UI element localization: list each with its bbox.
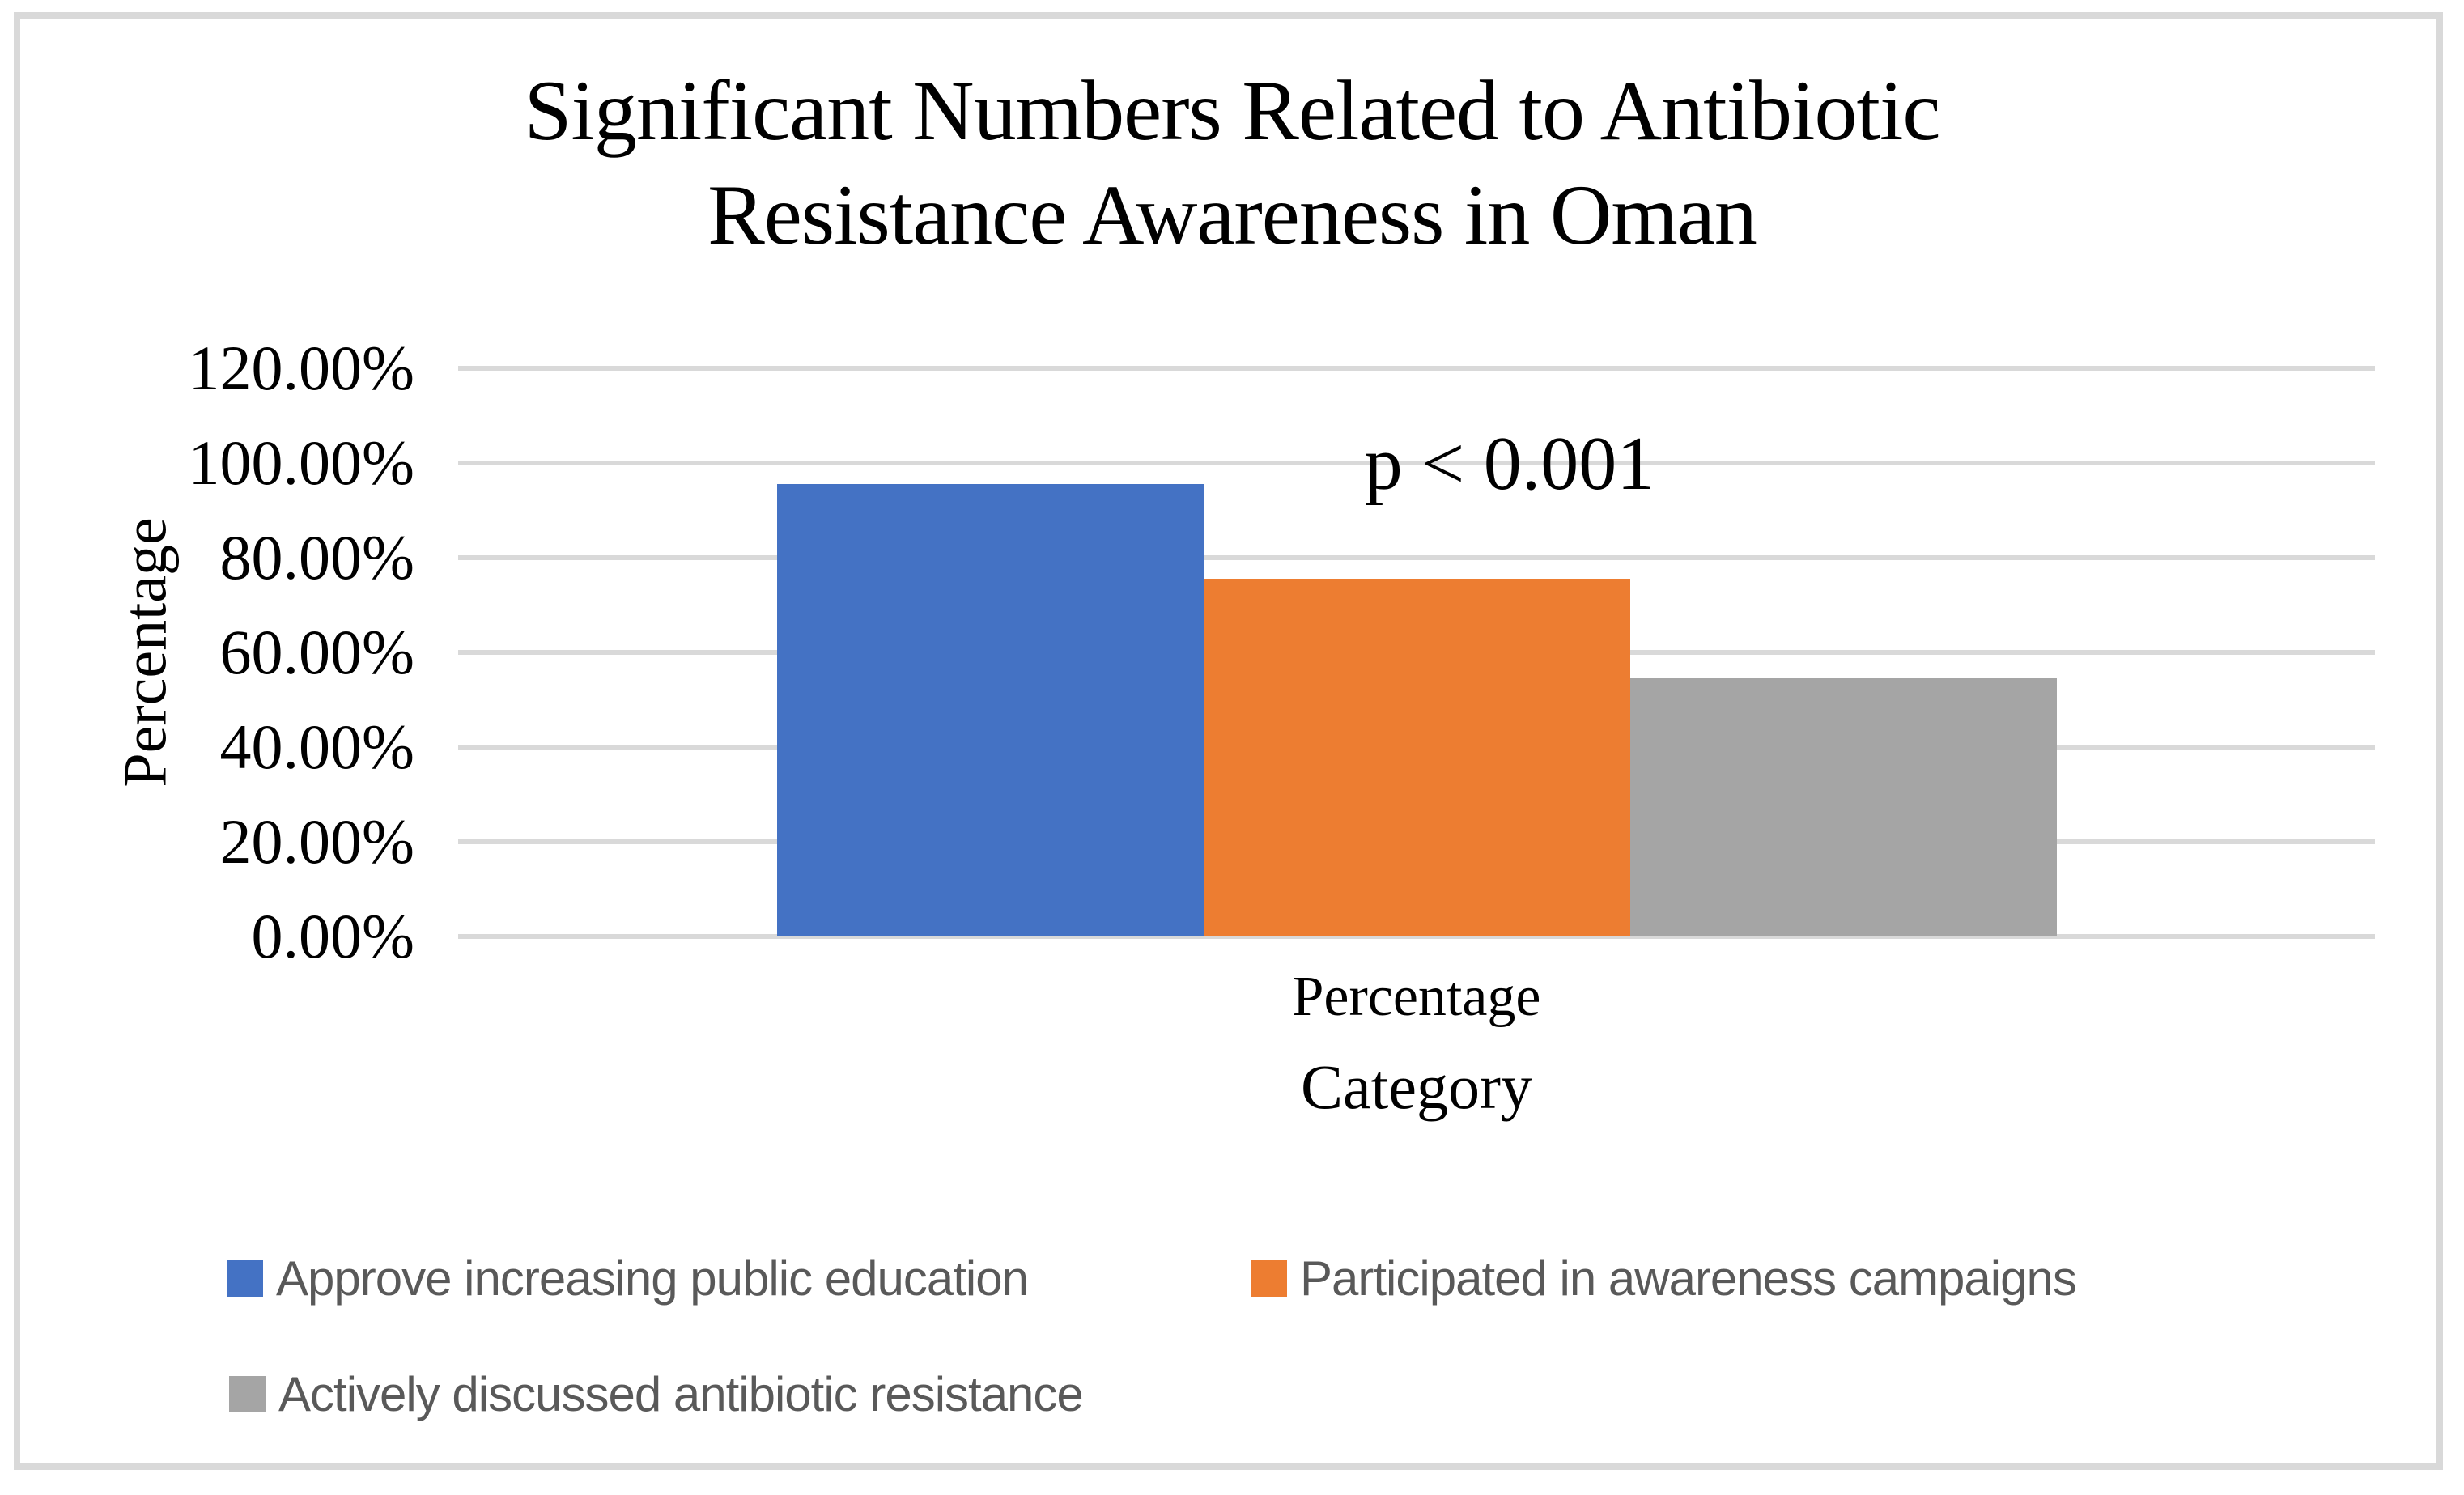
- bar-series-2: [1629, 678, 2057, 936]
- legend-label: Participated in awareness campaigns: [1300, 1251, 2077, 1306]
- legend-item-awareness-campaigns: Participated in awareness campaigns: [1251, 1251, 2077, 1306]
- y-tick-label: 60.00%: [219, 617, 414, 687]
- plot-area: [458, 366, 2375, 939]
- gridline: [458, 366, 2375, 371]
- gridline: [458, 934, 2375, 939]
- y-tick-label: 0.00%: [251, 901, 414, 971]
- bar-series-0: [776, 484, 1204, 936]
- y-tick-label: 40.00%: [219, 711, 414, 782]
- gridline: [458, 461, 2375, 465]
- p-value-annotation: p < 0.001: [1364, 422, 1655, 506]
- legend-swatch-blue: [227, 1260, 263, 1297]
- y-tick-label: 20.00%: [219, 806, 414, 877]
- y-tick-label: 120.00%: [188, 333, 414, 403]
- bar-group: [458, 368, 2375, 936]
- legend-item-discussed-resistance: Actively discussed antibiotic resistance: [229, 1366, 1084, 1422]
- y-tick-label: 80.00%: [219, 522, 414, 592]
- legend-label: Actively discussed antibiotic resistance: [278, 1367, 1084, 1421]
- legend-swatch-orange: [1251, 1260, 1287, 1297]
- legend-item-approve-education: Approve increasing public education: [227, 1251, 1029, 1306]
- x-axis-title: Category: [1301, 1051, 1532, 1122]
- x-axis-tick-label: Percentage: [1292, 966, 1541, 1028]
- chart-title-line-2: Resistance Awareness in Oman: [707, 168, 1757, 263]
- chart-title: Significant Numbers Related to Antibioti…: [0, 58, 2464, 268]
- legend-label: Approve increasing public education: [276, 1251, 1029, 1306]
- chart-title-line-1: Significant Numbers Related to Antibioti…: [524, 63, 1941, 158]
- gridline: [458, 555, 2375, 560]
- legend-swatch-gray: [229, 1376, 266, 1412]
- y-tick-label: 100.00%: [188, 427, 414, 498]
- bar-series-1: [1203, 579, 1630, 936]
